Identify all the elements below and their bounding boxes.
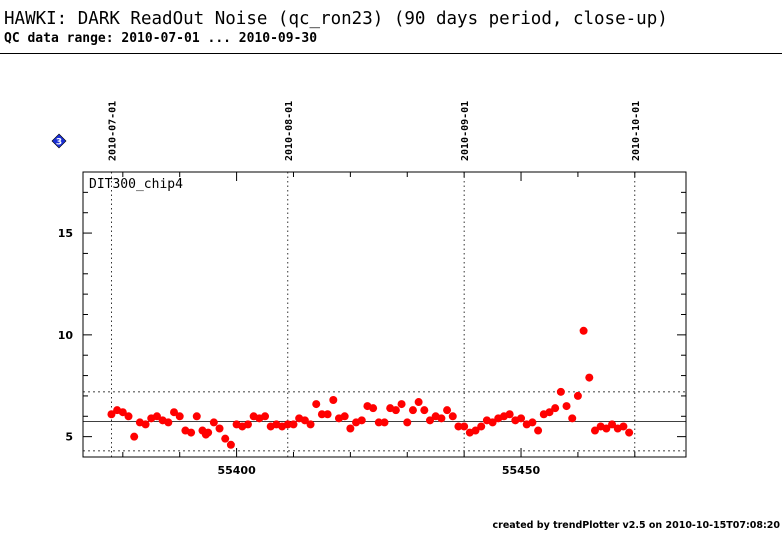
data-point (545, 408, 554, 417)
badge-icon[interactable]: 3 (51, 133, 67, 149)
date-marker-label: 2010-08-01 (284, 101, 295, 161)
plot-area: 2010-07-01 2010-08-01 2010-09-01 2010-10-01… (58, 101, 687, 477)
data-point (107, 410, 116, 419)
diamond-number-icon (51, 133, 67, 149)
data-point (585, 373, 594, 382)
data-point (141, 420, 150, 429)
y-tick-label: 10 (58, 329, 74, 342)
data-point (289, 420, 298, 429)
data-point (124, 412, 133, 421)
data-point (329, 396, 338, 404)
y-tick-label: 15 (58, 227, 73, 240)
data-point (551, 404, 560, 413)
data-point (204, 428, 213, 437)
data-point (579, 326, 588, 335)
data-point (448, 412, 457, 421)
data-point (374, 418, 383, 427)
data-point (528, 418, 537, 427)
x-tick-label: 55450 (502, 464, 541, 477)
data-point (391, 406, 400, 415)
data-point (625, 428, 634, 437)
data-point (488, 418, 497, 427)
data-point (221, 434, 230, 443)
data-point (312, 400, 321, 409)
data-point (130, 432, 139, 441)
data-point (306, 420, 315, 429)
data-point (346, 424, 355, 433)
data-point (556, 387, 565, 396)
data-point (477, 422, 486, 431)
data-point (590, 426, 599, 435)
data-point (608, 420, 617, 429)
data-point (187, 428, 196, 437)
data-point (164, 418, 173, 427)
date-marker-label: 2010-09-01 (460, 101, 471, 161)
data-point (403, 418, 412, 427)
data-point (226, 440, 235, 449)
data-point (437, 414, 446, 423)
data-point (152, 412, 161, 421)
data-point (380, 418, 389, 427)
data-point (369, 404, 378, 413)
data-point (209, 418, 218, 427)
chart-subtitle: QC data range: 2010-07-01 ... 2010-09-30 (4, 31, 318, 46)
data-point (170, 408, 179, 417)
data-point (408, 406, 417, 415)
data-point (175, 412, 184, 421)
data-point (471, 426, 480, 435)
data-point (420, 406, 429, 415)
data-point (443, 406, 452, 415)
badge-label: 3 (56, 138, 62, 148)
data-point (454, 422, 463, 431)
panel-label: DIT300_chip4 (89, 177, 183, 192)
data-point (573, 391, 582, 400)
data-point (317, 410, 326, 419)
data-point (397, 400, 406, 409)
data-point (357, 416, 366, 425)
chart-title: HAWKI: DARK ReadOut Noise (qc_ron23) (90… (4, 9, 668, 29)
data-point (261, 412, 270, 421)
data-point (460, 422, 469, 431)
data-point (568, 414, 577, 423)
data-point (619, 422, 628, 431)
data-point (283, 420, 292, 429)
footer-credit: created by trendPlotter v2.5 on 2010-10-… (492, 520, 781, 531)
data-point (517, 414, 526, 423)
date-marker-label: 2010-07-01 (107, 101, 118, 161)
x-tick-label: 55400 (217, 464, 256, 477)
header-divider (0, 53, 782, 54)
data-point (215, 424, 224, 433)
data-point (602, 424, 611, 433)
data-point (534, 426, 543, 435)
data-point (192, 412, 201, 421)
data-point (300, 416, 309, 425)
data-point (426, 416, 435, 425)
data-point (414, 398, 423, 407)
data-point (562, 402, 571, 411)
date-marker-label: 2010-10-01 (631, 101, 642, 161)
data-point (118, 408, 127, 417)
y-tick-label: 5 (65, 431, 73, 444)
data-point (323, 410, 332, 419)
data-point (340, 412, 349, 421)
data-point (505, 410, 514, 419)
data-point (243, 420, 252, 429)
